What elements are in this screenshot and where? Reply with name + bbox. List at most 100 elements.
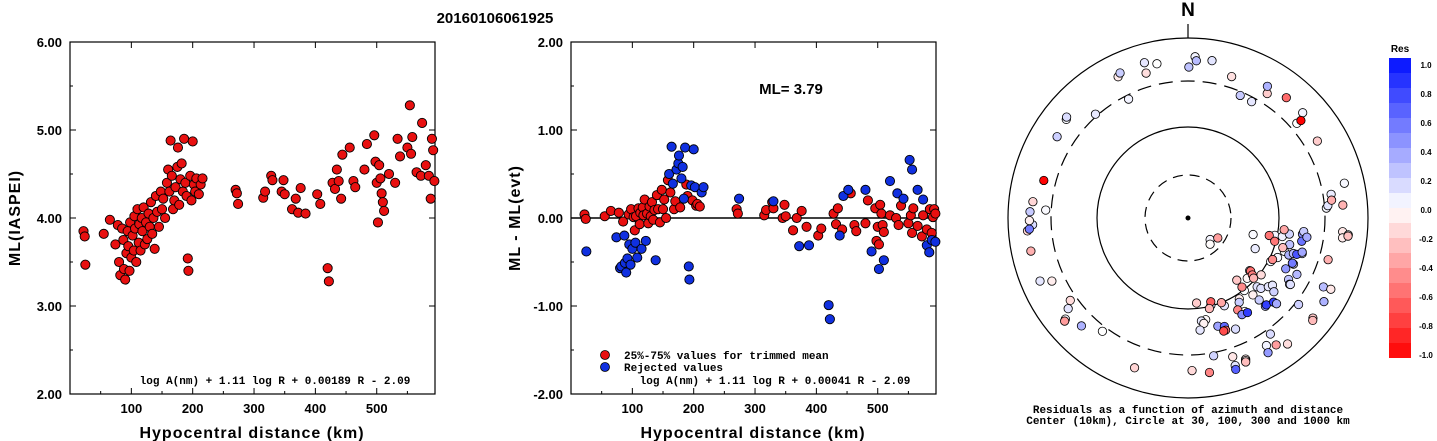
colorbar-title: Res	[1391, 44, 1410, 55]
0-point-series-0	[174, 199, 185, 210]
station-point	[1338, 200, 1348, 210]
colorbar-cell	[1389, 283, 1411, 298]
1-point-series-1	[667, 178, 678, 189]
station-point	[1039, 175, 1049, 186]
station-point	[1115, 68, 1125, 78]
0-point-series-0	[197, 173, 208, 184]
station-point	[1139, 58, 1150, 68]
1-point-series-1	[873, 263, 884, 275]
0-y-tick-label: 5.00	[37, 123, 62, 138]
colorbar-cell	[1389, 253, 1411, 268]
1-point-series-0	[613, 207, 624, 218]
ml-event-value: ML= 3.79	[759, 81, 823, 98]
station-point	[1041, 205, 1051, 215]
colorbar-cell	[1389, 298, 1411, 313]
1-point-series-1	[678, 193, 689, 204]
station-point	[1247, 97, 1257, 107]
station-point	[1248, 273, 1259, 283]
residual-formula: log A(nm) + 1.11 log R + 0.00041 R - 2.0…	[640, 376, 911, 388]
0-point-series-0	[80, 259, 91, 270]
station-point	[1230, 324, 1241, 334]
colorbar-cell	[1389, 118, 1411, 133]
ml-axis-ticks: 100 200 300 400 500 2.00 3.00 4.00 5.00 6.00	[37, 35, 435, 416]
1-point-series-1	[794, 241, 805, 252]
station-point	[1097, 326, 1108, 336]
1-point-series-1	[866, 246, 877, 257]
0-point-series-0	[331, 164, 342, 175]
station-point	[1262, 81, 1273, 91]
0-point-series-0	[337, 149, 348, 160]
0-point-series-0	[176, 158, 187, 169]
0-point-series-0	[153, 221, 164, 232]
0-x-tick-label: 200	[182, 401, 204, 416]
station-point	[1232, 275, 1242, 285]
station-point	[1025, 207, 1035, 217]
north-label: N	[1181, 0, 1195, 21]
1-point-series-1	[768, 196, 779, 207]
station-point	[1209, 351, 1219, 361]
0-point-series-0	[429, 175, 440, 187]
station-point	[1129, 363, 1140, 373]
station-point	[1248, 229, 1258, 240]
station-point	[1248, 290, 1258, 300]
1-point-series-1	[688, 144, 699, 155]
1-point-series-0	[875, 199, 886, 210]
1-point-series-1	[824, 314, 835, 325]
colorbar-label: 0.6	[1420, 119, 1432, 128]
0-point-series-0	[149, 243, 160, 254]
0-point-series-0	[323, 276, 334, 287]
0-point-series-0	[312, 189, 323, 200]
0-x-tick-label: 400	[305, 401, 327, 416]
0-point-series-0	[278, 175, 289, 186]
1-point-series-1	[677, 161, 688, 173]
station-point	[1297, 247, 1307, 257]
1-point-series-1	[680, 142, 691, 153]
colorbar-cell	[1389, 103, 1411, 118]
0-point-series-0	[147, 228, 158, 239]
station-point	[1235, 90, 1245, 101]
1-x-tick-label: 500	[867, 401, 889, 416]
colorbar-label: -0.6	[1419, 293, 1433, 302]
0-y-tick-label: 4.00	[37, 211, 62, 226]
1-point-series-1	[636, 243, 647, 254]
0-point-series-0	[379, 205, 390, 217]
1-point-series-0	[791, 212, 802, 224]
station-point	[1267, 254, 1278, 265]
station-point	[1141, 68, 1151, 78]
0-point-series-0	[383, 168, 395, 180]
1-point-series-0	[634, 219, 645, 230]
colorbar-cell	[1389, 208, 1411, 223]
0-point-series-0	[295, 183, 306, 194]
0-point-series-0	[182, 253, 193, 264]
station-point	[1195, 325, 1205, 335]
station-point	[1024, 216, 1034, 226]
station-point	[1035, 276, 1045, 286]
colorbar-cell	[1389, 313, 1411, 328]
colorbar-cell	[1389, 163, 1411, 178]
1-point-series-1	[734, 193, 745, 204]
station-point	[1216, 298, 1227, 308]
station-point	[1302, 232, 1312, 242]
ml-x-axis-label: Hypocentral distance (km)	[139, 425, 364, 441]
1-point-series-0	[580, 213, 591, 224]
distance-circle-100km	[1096, 126, 1280, 310]
station-point	[1308, 315, 1318, 326]
colorbar-cells	[1389, 58, 1411, 358]
1-point-series-0	[873, 239, 884, 250]
1-point-series-1	[621, 267, 632, 278]
1-point-series-0	[659, 194, 670, 205]
1-point-series-0	[816, 223, 827, 234]
0-point-series-0	[156, 204, 168, 215]
0-point-series-0	[172, 142, 184, 153]
colorbar-label: 0.2	[1420, 177, 1432, 186]
station-point	[1270, 236, 1280, 246]
0-point-series-0	[233, 198, 244, 209]
station-point	[1242, 307, 1253, 318]
station-point	[1250, 244, 1260, 254]
1-point-series-0	[656, 184, 667, 195]
1-point-series-0	[912, 220, 923, 231]
0-point-series-0	[407, 131, 418, 143]
station-point	[1231, 364, 1241, 375]
0-point-series-0	[110, 239, 121, 250]
